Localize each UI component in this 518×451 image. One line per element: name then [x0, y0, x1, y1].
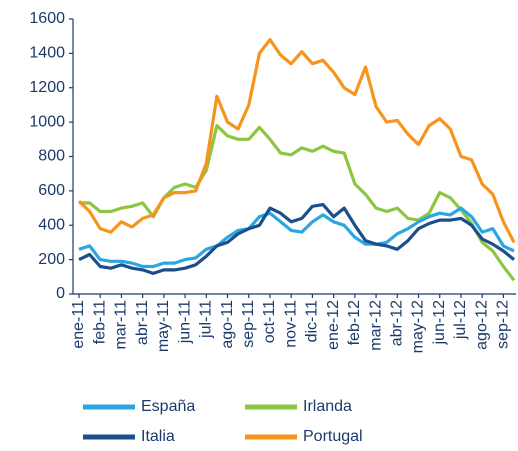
x-tick-label: jun-11 — [176, 300, 193, 344]
x-tick-label: may-12 — [410, 300, 427, 353]
series-line — [79, 124, 516, 282]
x-tick-label: oct-11 — [261, 300, 278, 343]
x-tick-label: sep-11 — [240, 300, 257, 348]
y-tick-label: 1400 — [29, 45, 65, 62]
x-tick-label: nov-11 — [282, 300, 299, 348]
x-tick-label: feb-11 — [91, 300, 108, 344]
y-tick-label: 1600 — [29, 10, 65, 27]
x-tick-label: jul-12 — [452, 300, 469, 340]
x-tick-label: sep-12 — [495, 300, 512, 349]
legend-label: Portugal — [303, 428, 363, 445]
x-tick-label: jun-12 — [431, 300, 448, 346]
x-tick-label: abr-12 — [389, 300, 406, 346]
x-tick-label: mar-12 — [367, 300, 384, 351]
legend-label: Irlanda — [303, 398, 352, 415]
x-tick-label: feb-12 — [346, 300, 363, 345]
y-tick-label: 1000 — [29, 113, 65, 130]
y-tick-label: 0 — [56, 285, 65, 302]
series-line — [78, 203, 516, 275]
legend-label: Italia — [141, 428, 175, 445]
x-tick-label: may-11 — [155, 300, 172, 352]
series-line — [77, 38, 516, 244]
x-tick-label: ene-12 — [325, 300, 342, 350]
x-tick-label: ago-11 — [219, 300, 236, 349]
y-tick-label: 800 — [38, 148, 65, 165]
y-tick-label: 400 — [38, 216, 65, 233]
series-line — [78, 206, 515, 269]
x-tick-label: ene-11 — [70, 300, 87, 349]
y-tick-label: 1200 — [29, 79, 65, 96]
x-tick-label: abr-11 — [134, 300, 151, 345]
y-tick-label: 600 — [38, 182, 65, 199]
x-tick-label: ago-12 — [473, 300, 490, 350]
x-tick-label: jul-11 — [198, 300, 215, 339]
y-tick-label: 200 — [38, 251, 65, 268]
x-tick-label: mar-11 — [113, 300, 130, 350]
legend-label: España — [141, 398, 195, 415]
x-tick-label: dic-11 — [304, 300, 321, 342]
